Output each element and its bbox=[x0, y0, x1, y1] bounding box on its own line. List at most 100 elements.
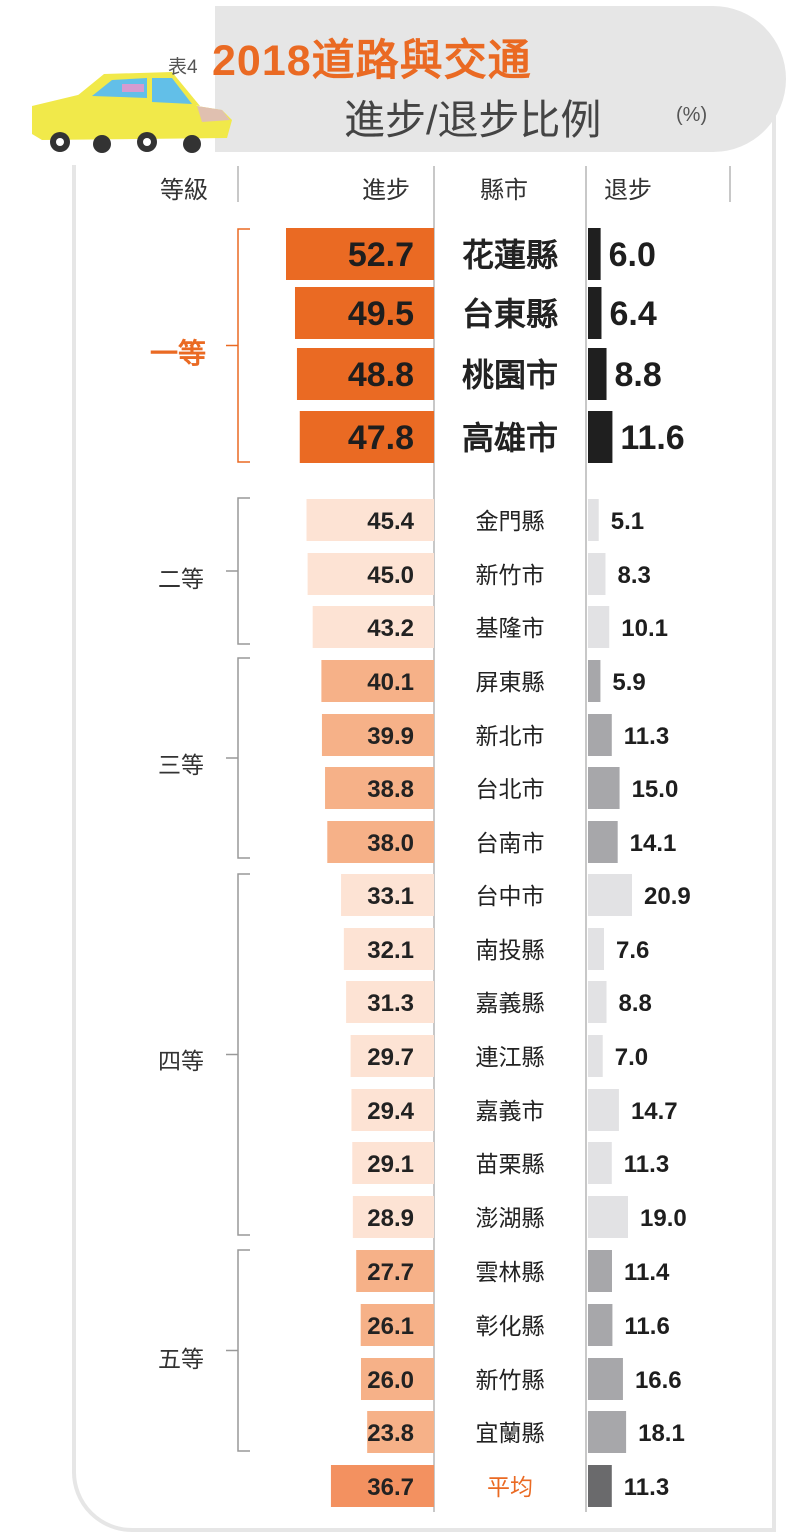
progress-value: 39.9 bbox=[367, 723, 414, 750]
progress-bar bbox=[360, 1358, 434, 1400]
progress-bar bbox=[321, 660, 434, 702]
county-label: 苗栗縣 bbox=[476, 1152, 545, 1178]
grade-label-1: 一等 bbox=[150, 338, 207, 369]
grade-label-3: 三等 bbox=[158, 752, 204, 778]
page-subtitle: 進步/退步比例 bbox=[344, 97, 602, 143]
county-label: 宜蘭縣 bbox=[476, 1421, 545, 1447]
regress-value: 10.1 bbox=[621, 615, 668, 642]
regress-bar bbox=[588, 767, 620, 809]
grade-bracket bbox=[226, 497, 250, 645]
regress-value: 8.3 bbox=[617, 562, 650, 589]
progress-value: 33.1 bbox=[367, 883, 414, 910]
regress-bar bbox=[588, 714, 612, 756]
regress-bar bbox=[588, 287, 602, 339]
regress-bar bbox=[588, 1089, 619, 1131]
regress-bar bbox=[588, 1304, 613, 1346]
progress-value: 28.9 bbox=[367, 1205, 414, 1232]
progress-value: 26.1 bbox=[367, 1313, 414, 1340]
regress-value: 7.0 bbox=[615, 1044, 648, 1071]
progress-bar bbox=[306, 499, 434, 541]
county-label: 澎湖縣 bbox=[476, 1206, 545, 1232]
grade-label-2: 二等 bbox=[158, 566, 204, 592]
progress-value: 38.0 bbox=[367, 830, 414, 857]
regress-bar bbox=[588, 928, 604, 970]
county-label: 金門縣 bbox=[476, 509, 545, 535]
county-label: 新竹縣 bbox=[476, 1368, 545, 1394]
regress-axis-line bbox=[585, 166, 587, 1512]
regress-bar bbox=[588, 1358, 623, 1400]
car-icon bbox=[32, 72, 232, 153]
regress-value: 11.6 bbox=[620, 419, 684, 457]
progress-bar bbox=[330, 1465, 434, 1507]
progress-value: 29.7 bbox=[367, 1044, 414, 1071]
progress-value: 36.7 bbox=[367, 1474, 414, 1501]
progress-bar bbox=[352, 1196, 434, 1238]
column-header-progress: 進步 bbox=[362, 177, 410, 204]
progress-value: 48.8 bbox=[348, 356, 414, 394]
regress-value: 11.4 bbox=[624, 1259, 670, 1286]
grade-label-4: 四等 bbox=[158, 1048, 204, 1074]
progress-value: 27.7 bbox=[367, 1259, 414, 1286]
progress-bar bbox=[346, 981, 434, 1023]
regress-bar bbox=[588, 1196, 628, 1238]
progress-value: 32.1 bbox=[367, 937, 414, 964]
regress-bar bbox=[588, 1411, 627, 1453]
county-label: 基隆市 bbox=[476, 616, 545, 642]
unit-label: (%) bbox=[676, 104, 708, 126]
regress-value: 18.1 bbox=[638, 1420, 685, 1447]
regress-value: 11.3 bbox=[624, 1474, 669, 1501]
regress-bar bbox=[588, 1465, 612, 1507]
county-label: 南投縣 bbox=[476, 938, 545, 964]
progress-value: 43.2 bbox=[367, 615, 414, 642]
regress-bar bbox=[588, 348, 607, 400]
regress-value: 6.0 bbox=[609, 236, 656, 274]
progress-bar bbox=[312, 606, 434, 648]
regress-value: 11.6 bbox=[624, 1313, 669, 1340]
regress-value: 19.0 bbox=[640, 1205, 687, 1232]
county-label: 屏東縣 bbox=[476, 670, 545, 696]
county-label: 雲林縣 bbox=[476, 1260, 545, 1286]
progress-bar bbox=[352, 1142, 434, 1184]
regress-value: 8.8 bbox=[615, 356, 662, 394]
county-label: 嘉義市 bbox=[476, 1099, 545, 1125]
county-label: 嘉義縣 bbox=[476, 991, 545, 1017]
progress-value: 49.5 bbox=[348, 295, 414, 333]
progress-bar bbox=[294, 287, 434, 339]
progress-bar bbox=[286, 228, 434, 280]
progress-bar bbox=[367, 1411, 434, 1453]
page-title: 2018道路與交通 bbox=[212, 37, 532, 85]
column-header-county: 縣市 bbox=[480, 177, 528, 204]
regress-bar bbox=[588, 1250, 612, 1292]
progress-bar bbox=[343, 928, 434, 970]
column-header-regress: 退步 bbox=[604, 177, 652, 204]
grade-bracket bbox=[226, 873, 250, 1236]
regress-bar bbox=[588, 1142, 612, 1184]
progress-value: 26.0 bbox=[367, 1367, 414, 1394]
progress-value: 45.4 bbox=[367, 508, 414, 535]
progress-value: 52.7 bbox=[348, 236, 414, 274]
regress-value: 5.9 bbox=[612, 669, 645, 696]
header-divider bbox=[729, 166, 731, 202]
county-label: 花蓮縣 bbox=[462, 236, 558, 274]
regress-value: 7.6 bbox=[616, 937, 649, 964]
county-label: 新北市 bbox=[476, 724, 545, 750]
regress-bar bbox=[588, 821, 618, 863]
regress-value: 14.1 bbox=[630, 830, 677, 857]
progress-bar bbox=[341, 874, 434, 916]
progress-bar bbox=[321, 714, 434, 756]
regress-bar bbox=[588, 1035, 603, 1077]
grade-bracket bbox=[226, 657, 250, 859]
regress-value: 16.6 bbox=[635, 1367, 682, 1394]
progress-value: 31.3 bbox=[367, 990, 414, 1017]
progress-bar bbox=[296, 348, 434, 400]
progress-value: 29.1 bbox=[367, 1151, 414, 1178]
progress-bar bbox=[360, 1304, 434, 1346]
progress-bar bbox=[350, 1035, 434, 1077]
regress-bar bbox=[588, 660, 601, 702]
header-divider bbox=[237, 166, 239, 202]
county-label: 台中市 bbox=[476, 884, 545, 910]
regress-value: 6.4 bbox=[609, 295, 656, 333]
regress-value: 11.3 bbox=[624, 723, 669, 750]
progress-bar bbox=[327, 821, 434, 863]
